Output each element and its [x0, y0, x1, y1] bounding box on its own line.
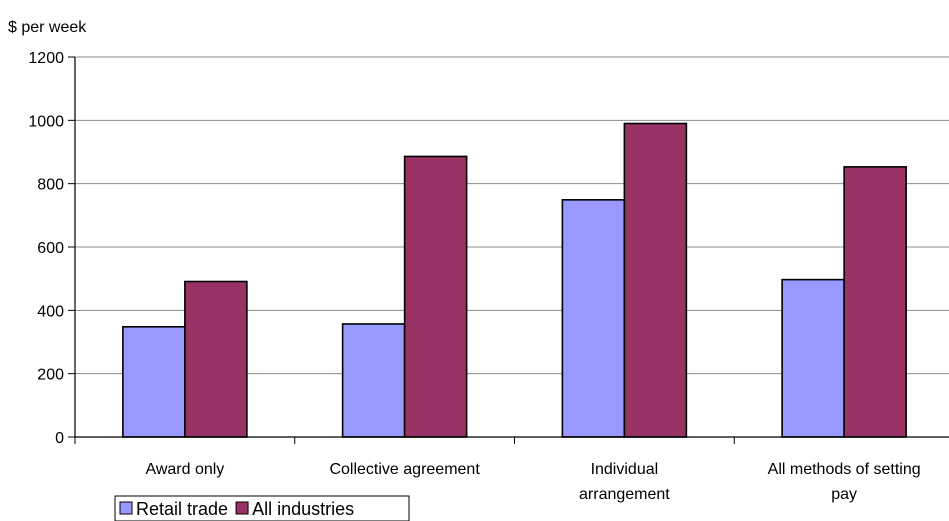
bar [843, 166, 907, 438]
y-tick-label: 800 [37, 177, 64, 194]
y-tick-label: 1000 [28, 113, 64, 130]
legend-swatch [235, 501, 249, 515]
y-tick-label: 600 [37, 240, 64, 257]
y-unit-label: $ per week [8, 19, 87, 36]
y-tick-label: 1200 [28, 50, 64, 67]
legend-box [114, 495, 410, 521]
bar [122, 325, 186, 438]
x-tick-label: Award only [145, 461, 224, 478]
x-tick-label: Collective agreement [329, 461, 480, 478]
bar [781, 278, 845, 438]
bar [623, 122, 688, 438]
y-tick-label: 200 [37, 367, 64, 384]
x-tick-label: Individual arrangement [579, 461, 670, 503]
y-tick-label: 0 [55, 430, 64, 447]
x-tick-label: All methods of setting pay [768, 461, 921, 503]
bar [184, 280, 248, 438]
legend-label: All industries [252, 499, 354, 519]
bar [403, 155, 468, 438]
legend-label: Retail trade [136, 499, 228, 519]
bar [341, 323, 406, 438]
bar [561, 199, 626, 438]
y-tick-label: 400 [37, 303, 64, 320]
legend-swatch [119, 501, 133, 515]
